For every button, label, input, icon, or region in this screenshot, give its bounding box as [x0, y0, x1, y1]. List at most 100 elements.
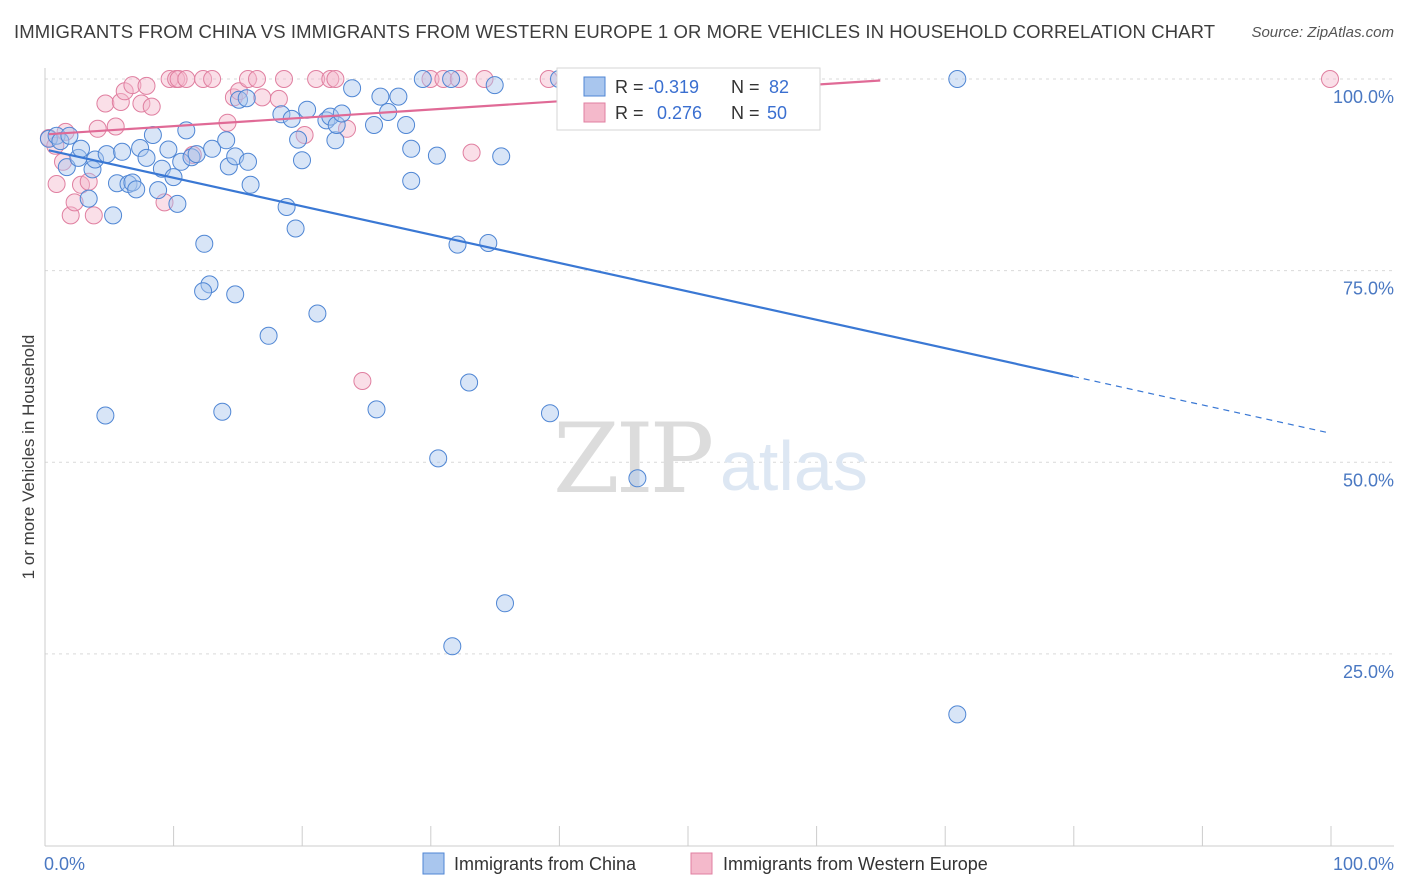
china-point-28: [187, 145, 206, 164]
china-point-38: [241, 175, 260, 194]
china-point-4: [60, 126, 79, 145]
legend-r-label-china: R =: [615, 77, 644, 97]
series-legend-label-weurope: Immigrants from Western Europe: [723, 854, 988, 874]
weurope-point-32: [253, 88, 272, 107]
china-point-10: [97, 145, 116, 164]
china-point-68: [492, 147, 511, 166]
china-point-60: [402, 139, 421, 158]
legend-swatch-china: [583, 76, 606, 97]
y-tick-labels: 25.0% 50.0% 75.0% 100.0%: [1333, 87, 1394, 682]
trend-line-china: [48, 149, 1074, 378]
china-point-29: [195, 234, 214, 253]
china-point-81: [237, 89, 256, 108]
y-tick-label-50: 50.0%: [1343, 470, 1394, 490]
china-point-25: [172, 152, 191, 171]
series-legend-swatch-china: [422, 852, 445, 875]
china-point-79: [443, 637, 462, 656]
china-point-70: [948, 70, 967, 88]
weurope-point-42: [434, 70, 453, 88]
china-point-40: [259, 326, 278, 345]
china-point-71: [96, 406, 115, 425]
china-point-44: [286, 219, 305, 238]
china-point-22: [159, 140, 178, 159]
china-point-18: [137, 148, 156, 167]
china-point-19: [143, 126, 162, 144]
axes: [44, 68, 1394, 847]
weurope-point-36: [307, 70, 326, 88]
china-point-27: [182, 148, 201, 167]
weurope-point-16: [132, 94, 151, 113]
china-point-78: [496, 594, 514, 613]
legend-n-label-china: N =: [731, 77, 760, 97]
weurope-point-9: [84, 206, 103, 225]
weurope-point-10: [88, 119, 107, 138]
china-point-6: [72, 139, 90, 158]
china-point-17: [131, 139, 150, 157]
weurope-point-43: [449, 70, 468, 88]
china-point-33: [217, 131, 236, 150]
x-tick-label-max: 100.0%: [1333, 854, 1394, 874]
china-point-56: [371, 87, 390, 106]
china-point-72: [213, 402, 232, 421]
china-point-63: [427, 146, 446, 165]
china-point-75: [541, 404, 559, 423]
weurope-point-40: [353, 372, 372, 390]
weurope-point-2: [47, 175, 66, 193]
y-tick-label-75: 75.0%: [1343, 279, 1394, 299]
china-point-74: [460, 373, 479, 392]
weurope-point-22: [169, 70, 188, 88]
china-point-46: [293, 151, 311, 170]
china-point-36: [230, 90, 248, 109]
china-point-45: [289, 130, 308, 149]
weurope-point-18: [142, 97, 161, 116]
legend-n-value-china: 82: [769, 77, 789, 97]
china-point-51: [326, 131, 345, 150]
china-point-37: [239, 152, 257, 171]
y-axis-label: 1 or more Vehicles in Household: [19, 335, 38, 580]
china-point-67: [485, 76, 504, 95]
weurope-point-31: [248, 70, 266, 88]
china-point-31: [194, 282, 213, 301]
china-point-58: [389, 87, 408, 106]
china-point-54: [343, 79, 362, 98]
china-point-53: [332, 104, 351, 123]
china-point-34: [219, 157, 238, 176]
china-point-77: [628, 469, 647, 488]
legend-swatch-weurope: [583, 102, 606, 123]
legend-n-value-weurope: 50: [767, 103, 787, 123]
china-point-61: [402, 171, 421, 190]
weurope-point-11: [96, 94, 115, 113]
series-legend-swatch-weurope: [690, 852, 713, 875]
weurope-point-35: [295, 126, 314, 144]
y-tick-label-100: 100.0%: [1333, 87, 1394, 107]
trend-lines: [48, 79, 1331, 434]
y-tick-label-25: 25.0%: [1343, 662, 1394, 682]
x-tick-marks: [44, 826, 1332, 846]
legend-n-label-weurope: N =: [731, 103, 760, 123]
series-legend-label-china: Immigrants from China: [454, 854, 637, 874]
china-point-30: [200, 275, 219, 294]
china-point-76: [429, 449, 448, 468]
weurope-point-41: [421, 70, 440, 88]
trend-line-china-extension: [1072, 375, 1331, 434]
series-weurope-points: [39, 70, 1339, 390]
watermark-atlas: atlas: [720, 427, 868, 505]
china-point-20: [149, 181, 168, 200]
weurope-point-37: [321, 70, 340, 88]
weurope-point-26: [203, 70, 222, 88]
weurope-point-15: [123, 76, 142, 95]
china-point-73: [367, 400, 386, 419]
weurope-point-38: [326, 70, 345, 88]
weurope-point-49: [1321, 70, 1339, 88]
china-point-13: [113, 142, 132, 161]
legend-r-label-weurope: R =: [615, 103, 644, 123]
watermark-zip: ZIP: [553, 403, 712, 515]
china-point-64: [442, 70, 461, 88]
correlation-legend: R = -0.319 N = 82 R = 0.276 N = 50: [556, 67, 821, 131]
china-point-7: [79, 189, 98, 208]
weurope-point-12: [106, 117, 125, 136]
china-point-80: [948, 705, 967, 724]
legend-r-value-weurope: 0.276: [657, 103, 702, 123]
series-legend: Immigrants from China Immigrants from We…: [422, 852, 988, 875]
